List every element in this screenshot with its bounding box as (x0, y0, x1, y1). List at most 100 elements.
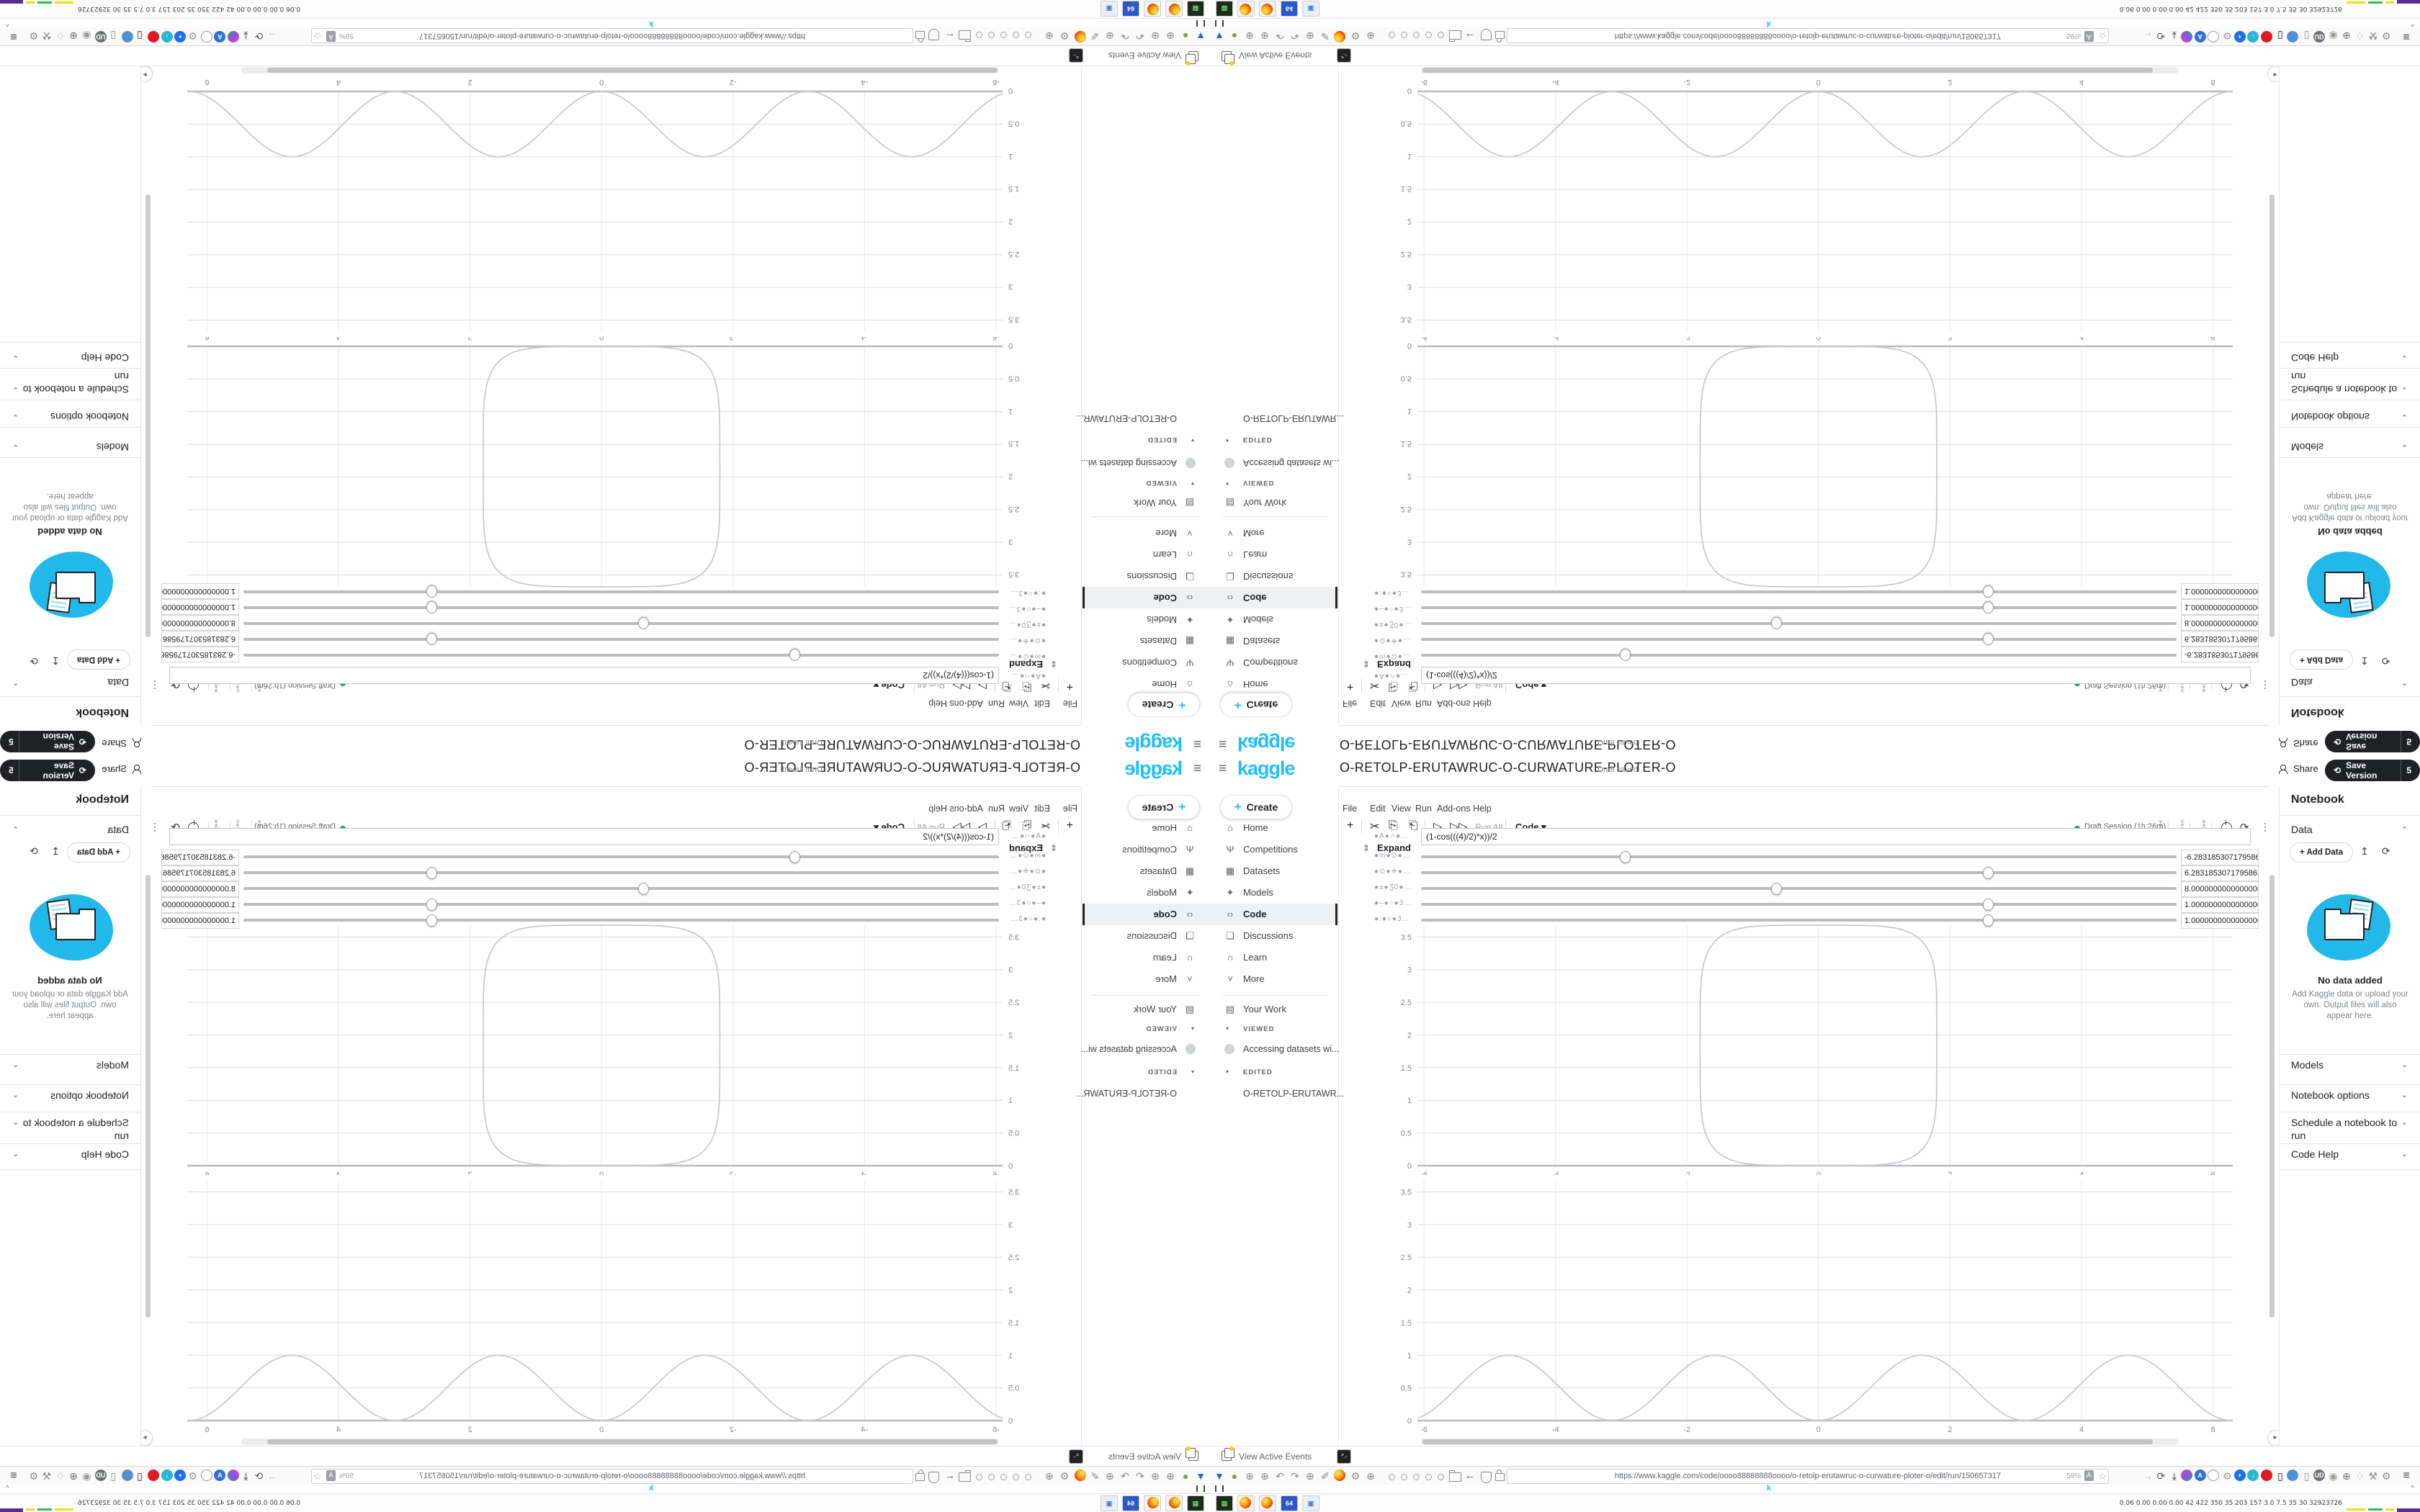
menu-run[interactable]: Run (1415, 698, 1432, 708)
green-cam-icon[interactable]: ● (1231, 30, 1238, 42)
panel-section-code-help[interactable]: Code Help (81, 352, 129, 364)
translate-icon[interactable]: A (214, 1470, 226, 1481)
slider-track[interactable] (243, 855, 999, 858)
view-active-events-link[interactable]: View Active Events (1108, 1452, 1181, 1462)
menu-help[interactable]: Help (1473, 698, 1492, 708)
slider-track[interactable] (1421, 606, 2177, 609)
edited-item[interactable]: O-RETOLP-ERUTAWR... (1075, 413, 1177, 423)
mouse-icon[interactable] (2208, 31, 2219, 42)
sidebar-item-models[interactable]: ✦ Models (1083, 608, 1210, 630)
url-text[interactable]: https://www.kaggle.com/code/oooo88888888… (1614, 1472, 2002, 1480)
globe-icon[interactable]: ⊕ (1260, 30, 1269, 42)
plus-blue-icon[interactable]: + (174, 1470, 187, 1481)
forward-icon[interactable]: → (2143, 1470, 2153, 1482)
ud-badge-icon[interactable]: UD (94, 31, 107, 42)
shield-gray-icon[interactable]: ◉ (82, 1470, 91, 1482)
trash-icon[interactable]: ▯ (2277, 30, 2283, 42)
menu-edit[interactable]: Edit (1034, 698, 1050, 708)
url-text[interactable]: https://www.kaggle.com/code/oooo88888888… (418, 1472, 806, 1480)
slider-value-box[interactable]: -6.283185307179586232 (161, 850, 239, 865)
kebab-menu-icon[interactable]: ⋮ (2260, 680, 2270, 691)
upload-icon[interactable]: ↥ (51, 655, 60, 667)
sidebar-item-your-work[interactable]: ▤ Your Work (1083, 999, 1210, 1020)
sidebar-item-home[interactable]: ⌂ Home (1210, 673, 1337, 695)
image-viewer-icon[interactable]: ▣ (1302, 1, 1319, 17)
sidebar-item-discussions[interactable]: ❏ Discussions (1083, 565, 1210, 587)
floppy64-icon[interactable]: 64 (1281, 1, 1298, 17)
chevron-up-icon[interactable]: ^ (2411, 19, 2414, 27)
expand-icon[interactable]: ⇕ (1363, 843, 1371, 853)
slider-track[interactable] (1421, 855, 2177, 858)
vertical-scrollbar[interactable] (145, 194, 151, 637)
panel-section-schedule-a-notebook-to-run[interactable]: Schedule a notebook to run (2291, 371, 2398, 395)
slider-track[interactable] (243, 590, 999, 593)
globe-icon[interactable]: ⊕ (1166, 1470, 1175, 1482)
translate-badge-icon[interactable]: A (326, 31, 336, 42)
slider-track[interactable] (1421, 622, 2177, 625)
globe-icon[interactable]: ⊕ (1245, 30, 1254, 42)
slider-track[interactable] (1421, 919, 2177, 922)
firefox-icon[interactable] (1144, 1495, 1161, 1511)
back-icon[interactable]: ← (944, 30, 956, 42)
translate-icon[interactable]: A (2194, 1470, 2206, 1481)
globe-icon[interactable]: ⊕ (1366, 30, 1375, 42)
shield-icon[interactable] (1481, 1472, 1492, 1483)
scrollbar-thumb[interactable] (1422, 1439, 2153, 1444)
gear-icon[interactable]: ⚙ (2381, 1470, 2391, 1482)
sidebar-item-home[interactable]: ⌂ Home (1083, 817, 1210, 839)
ud-badge-icon[interactable]: UD (2313, 1470, 2326, 1481)
slider-track[interactable] (243, 638, 999, 641)
sidebar-item-competitions[interactable]: Ψ Competitions (1083, 652, 1210, 673)
expand-icon[interactable]: ⇕ (1049, 843, 1057, 853)
green-cam-icon[interactable]: ● (1182, 1470, 1189, 1482)
sidebar-item-datasets[interactable]: ▦ Datasets (1210, 860, 1337, 882)
view-active-events-link[interactable]: View Active Events (1108, 50, 1181, 60)
slider-track[interactable] (1421, 654, 2177, 657)
scrollbar-thumb[interactable] (1422, 68, 2153, 73)
slider-track[interactable] (1421, 871, 2177, 874)
add-data-button[interactable]: + Add Data (2290, 842, 2353, 863)
chevron-up-icon[interactable]: ^ (6, 1485, 9, 1493)
panel-section-schedule-a-notebook-to-run[interactable]: Schedule a notebook to run (22, 1117, 129, 1141)
kebab-menu-icon[interactable]: ⋮ (2260, 821, 2270, 832)
undo-icon[interactable]: ↶ (1136, 30, 1144, 42)
add-cell-button[interactable]: + (1347, 819, 1354, 832)
chevron-down-icon[interactable]: ⌄ (2401, 1061, 2408, 1069)
kaggle-favicon[interactable]: k (648, 1484, 653, 1493)
undo-icon[interactable]: ↶ (1136, 1470, 1144, 1482)
menu-file[interactable]: File (1062, 804, 1077, 814)
menu-help[interactable]: Help (928, 698, 947, 708)
formula-input[interactable] (1421, 667, 2251, 684)
image-viewer-icon[interactable]: ▣ (1302, 1495, 1319, 1511)
green-cam-icon[interactable]: ● (1231, 1470, 1238, 1482)
slider-track[interactable] (243, 606, 999, 609)
globe-icon[interactable]: ⊕ (1106, 1470, 1114, 1482)
shield-gray-icon[interactable]: ◉ (82, 30, 91, 42)
sidebar-item-discussions[interactable]: ❏ Discussions (1210, 925, 1337, 947)
globe-color-icon[interactable] (121, 31, 133, 42)
sidebar-item-competitions[interactable]: Ψ Competitions (1210, 652, 1337, 673)
share-button[interactable]: Share (2279, 738, 2318, 749)
firefox-icon[interactable] (1144, 1, 1161, 17)
slider-value-box[interactable]: -6.283185307179586232 (161, 647, 239, 662)
upload-icon[interactable]: ↥ (2360, 655, 2369, 667)
url-bar[interactable]: https://www.kaggle.com/code/oooo88888888… (311, 28, 913, 43)
view-active-events-link[interactable]: View Active Events (1239, 50, 1312, 60)
scrollbar-thumb[interactable] (267, 1439, 998, 1444)
gear-gray-icon[interactable]: ⚙ (188, 30, 197, 42)
slider-handle[interactable] (1982, 601, 1994, 613)
panel-section-schedule-a-notebook-to-run[interactable]: Schedule a notebook to run (22, 371, 129, 395)
hamburger-icon[interactable]: ≡ (1219, 736, 1227, 751)
menu-run[interactable]: Run (1415, 804, 1432, 814)
shield-cyan-icon[interactable]: ↓ (2247, 31, 2259, 42)
sidebar-item-code[interactable]: ‹› Code (1083, 587, 1210, 608)
sidebar-item-more[interactable]: ˅ More (1083, 522, 1210, 544)
menu-add-ons[interactable]: Add-ons (1437, 804, 1471, 814)
menu-edit[interactable]: Edit (1370, 698, 1386, 708)
copy-icon[interactable]: ⎘ (1022, 819, 1031, 832)
sidebar-item-code[interactable]: ‹› Code (1083, 904, 1210, 925)
menu-help[interactable]: Help (1473, 804, 1492, 814)
pause-icon[interactable] (1215, 20, 1224, 27)
slider-track[interactable] (243, 903, 999, 906)
kaggle-logo[interactable]: kaggle (1237, 733, 1295, 755)
